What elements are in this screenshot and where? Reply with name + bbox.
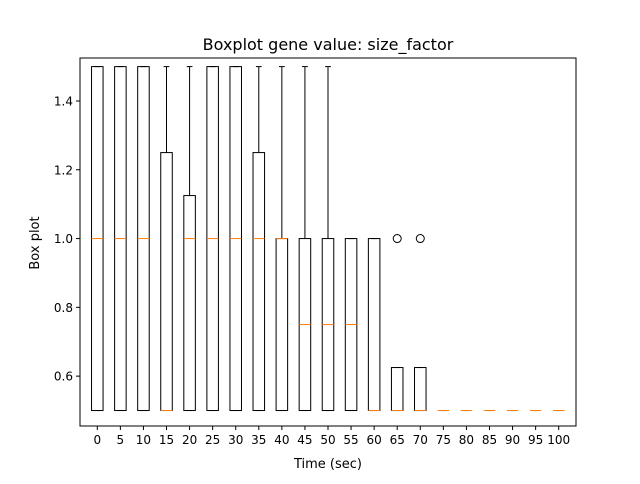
y-tick-label: 0.8 bbox=[54, 301, 73, 315]
outlier-point bbox=[392, 234, 402, 244]
box-body bbox=[183, 195, 196, 412]
y-tick-label: 0.6 bbox=[54, 370, 73, 384]
x-tick-label: 60 bbox=[366, 433, 381, 447]
y-tick-label: 1.0 bbox=[54, 232, 73, 246]
x-tick-label: 75 bbox=[436, 433, 451, 447]
chart-title: Boxplot gene value: size_factor bbox=[203, 35, 454, 55]
x-tick-label: 100 bbox=[547, 433, 570, 447]
x-tick-label: 55 bbox=[343, 433, 358, 447]
x-tick-label: 30 bbox=[228, 433, 243, 447]
plot-marks: 0.6 0.8 1.0 1.2 1.4 0 5 10 15 20 25 30 35 40 45 50 55 60 6… bbox=[54, 66, 570, 447]
x-tick-label: 90 bbox=[505, 433, 520, 447]
x-tick-label: 0 bbox=[93, 433, 101, 447]
x-tick-label: 20 bbox=[182, 433, 197, 447]
x-tick-label: 35 bbox=[251, 433, 266, 447]
x-tick-label: 80 bbox=[459, 433, 474, 447]
y-axis-label: Box plot bbox=[28, 216, 43, 269]
y-tick-label: 1.4 bbox=[54, 94, 73, 108]
x-axis-label: Time (sec) bbox=[293, 457, 362, 472]
x-tick-label: 65 bbox=[390, 433, 405, 447]
x-tick-label: 25 bbox=[205, 433, 220, 447]
x-tick-label: 40 bbox=[274, 433, 289, 447]
x-tick-label: 70 bbox=[413, 433, 428, 447]
plot-frame bbox=[79, 57, 577, 427]
x-tick-label: 95 bbox=[528, 433, 543, 447]
x-tick-label: 85 bbox=[482, 433, 497, 447]
x-tick-label: 15 bbox=[159, 433, 174, 447]
x-tick-label: 5 bbox=[117, 433, 125, 447]
outlier-point bbox=[415, 234, 425, 244]
x-tick-label: 50 bbox=[320, 433, 335, 447]
x-tick-label: 45 bbox=[297, 433, 312, 447]
box-body bbox=[252, 152, 266, 412]
y-tick-label: 1.2 bbox=[54, 163, 73, 177]
x-tick-label: 10 bbox=[136, 433, 151, 447]
